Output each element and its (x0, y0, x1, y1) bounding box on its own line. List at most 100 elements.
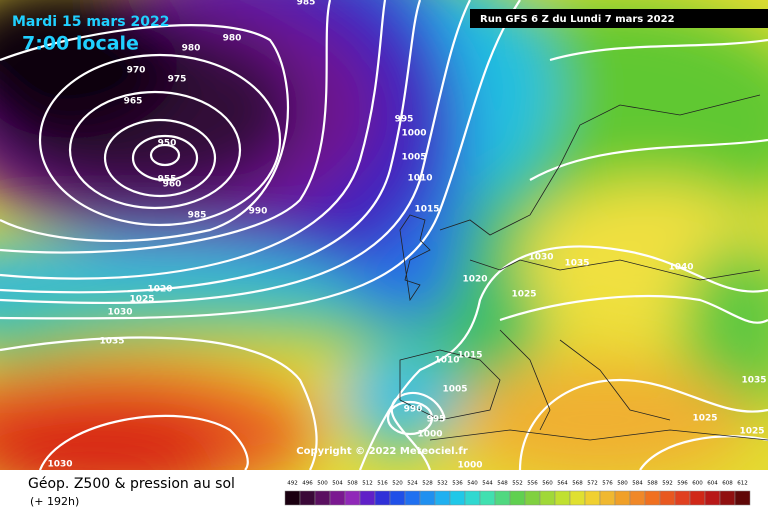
color-scale: 492 496 500 504 508 512 516 520 524 528 532 536 540 5… (284, 481, 751, 506)
scale-label: 504 (332, 481, 343, 487)
scale-label: 528 (422, 481, 433, 487)
isobar-label: 1030 (528, 253, 553, 263)
scale-swatch (344, 490, 361, 506)
scale-label: 536 (452, 481, 463, 487)
scale-swatch (644, 490, 661, 506)
date: Mardi 15 mars 2022 (12, 14, 169, 30)
isobar-label: 1000 (401, 129, 426, 139)
scale-swatch (599, 490, 616, 506)
scale-swatch (569, 490, 586, 506)
scale-swatch (734, 490, 751, 506)
isobar-label: 955 (158, 175, 177, 185)
scale-swatch (374, 490, 391, 506)
scale-label: 612 (737, 481, 748, 487)
copyright: Copyright © 2022 Meteociel.fr (296, 446, 467, 457)
isobar-label: 1035 (741, 376, 766, 386)
scale-label: 532 (437, 481, 448, 487)
scale-swatch (524, 490, 541, 506)
scale-swatch (479, 490, 496, 506)
isobar-label: 1025 (129, 295, 154, 305)
scale-swatch (404, 490, 421, 506)
isobar-label: 1005 (442, 385, 467, 395)
scale-label: 592 (662, 481, 673, 487)
isobar-label: 1035 (99, 337, 124, 347)
scale-swatch (434, 490, 451, 506)
scale-swatch (359, 490, 376, 506)
scale-label: 564 (557, 481, 568, 487)
scale-swatch (629, 490, 646, 506)
scale-swatch (329, 490, 346, 506)
scale-swatch (689, 490, 706, 506)
isobar-label: 1005 (401, 153, 426, 163)
scale-swatch (284, 490, 301, 506)
isobar-label: 1015 (457, 351, 482, 361)
isobar-label: 1025 (511, 290, 536, 300)
isobar-label: 1035 (564, 259, 589, 269)
isobar-label: 995 (395, 115, 414, 125)
isobar-label: 1000 (417, 430, 442, 440)
scale-label: 520 (392, 481, 403, 487)
isobar-label: 1015 (414, 205, 439, 215)
scale-label: 596 (677, 481, 688, 487)
scale-swatch (389, 490, 406, 506)
isobar-label: 990 (404, 405, 423, 415)
isobar-label: 995 (427, 415, 446, 425)
isobar-label: 950 (158, 139, 177, 149)
scale-label: 496 (302, 481, 313, 487)
scale-label: 524 (407, 481, 418, 487)
scale-swatch (584, 490, 601, 506)
scale-label: 548 (497, 481, 508, 487)
footer-lead: (+ 192h) (30, 495, 79, 508)
isobar-label: 985 (188, 211, 207, 221)
isobar-label: 1025 (739, 427, 764, 437)
isobar-label: 975 (168, 75, 187, 85)
isobar-label: 1020 (147, 285, 172, 295)
scale-label: 588 (647, 481, 658, 487)
isobar-label: 1000 (457, 461, 482, 471)
isobar-label: 960 (163, 180, 182, 190)
scale-label: 604 (707, 481, 718, 487)
scale-label: 580 (617, 481, 628, 487)
scale-label: 512 (362, 481, 373, 487)
scale-swatch (509, 490, 526, 506)
scale-label: 584 (632, 481, 643, 487)
isobar-label: 990 (249, 207, 268, 217)
isobar-label: 1030 (47, 460, 72, 470)
local-time: 7:00 locale (22, 33, 139, 55)
scale-label: 492 (287, 481, 298, 487)
scale-swatch (674, 490, 691, 506)
run-info: Run GFS 6 Z du Lundi 7 mars 2022 (480, 14, 675, 25)
scale-label: 572 (587, 481, 598, 487)
scale-swatch (419, 490, 436, 506)
scale-swatch (464, 490, 481, 506)
scale-swatch (539, 490, 556, 506)
isobar-label: 965 (124, 97, 143, 107)
scale-label: 552 (512, 481, 523, 487)
isobar-label: 1010 (434, 356, 459, 366)
scale-label: 544 (482, 481, 493, 487)
scale-swatch (704, 490, 721, 506)
scale-swatch (494, 490, 511, 506)
scale-label: 600 (692, 481, 703, 487)
isobar-label: 980 (223, 34, 242, 44)
scale-swatch (614, 490, 631, 506)
scale-swatch (719, 490, 736, 506)
scale-label: 608 (722, 481, 733, 487)
isobar-label: 1030 (107, 308, 132, 318)
isobar-label: 980 (182, 44, 201, 54)
run-box (470, 9, 768, 28)
scale-label: 576 (602, 481, 613, 487)
isobar-label: 1020 (462, 275, 487, 285)
scale-label: 500 (317, 481, 328, 487)
scale-label: 568 (572, 481, 583, 487)
scale-label: 560 (542, 481, 553, 487)
scale-swatch (299, 490, 316, 506)
isobar-label: 1025 (692, 414, 717, 424)
scale-swatch (554, 490, 571, 506)
scale-label: 540 (467, 481, 478, 487)
scale-label: 556 (527, 481, 538, 487)
isobar-label: 985 (297, 0, 316, 8)
isobar-label: 1040 (668, 263, 693, 273)
